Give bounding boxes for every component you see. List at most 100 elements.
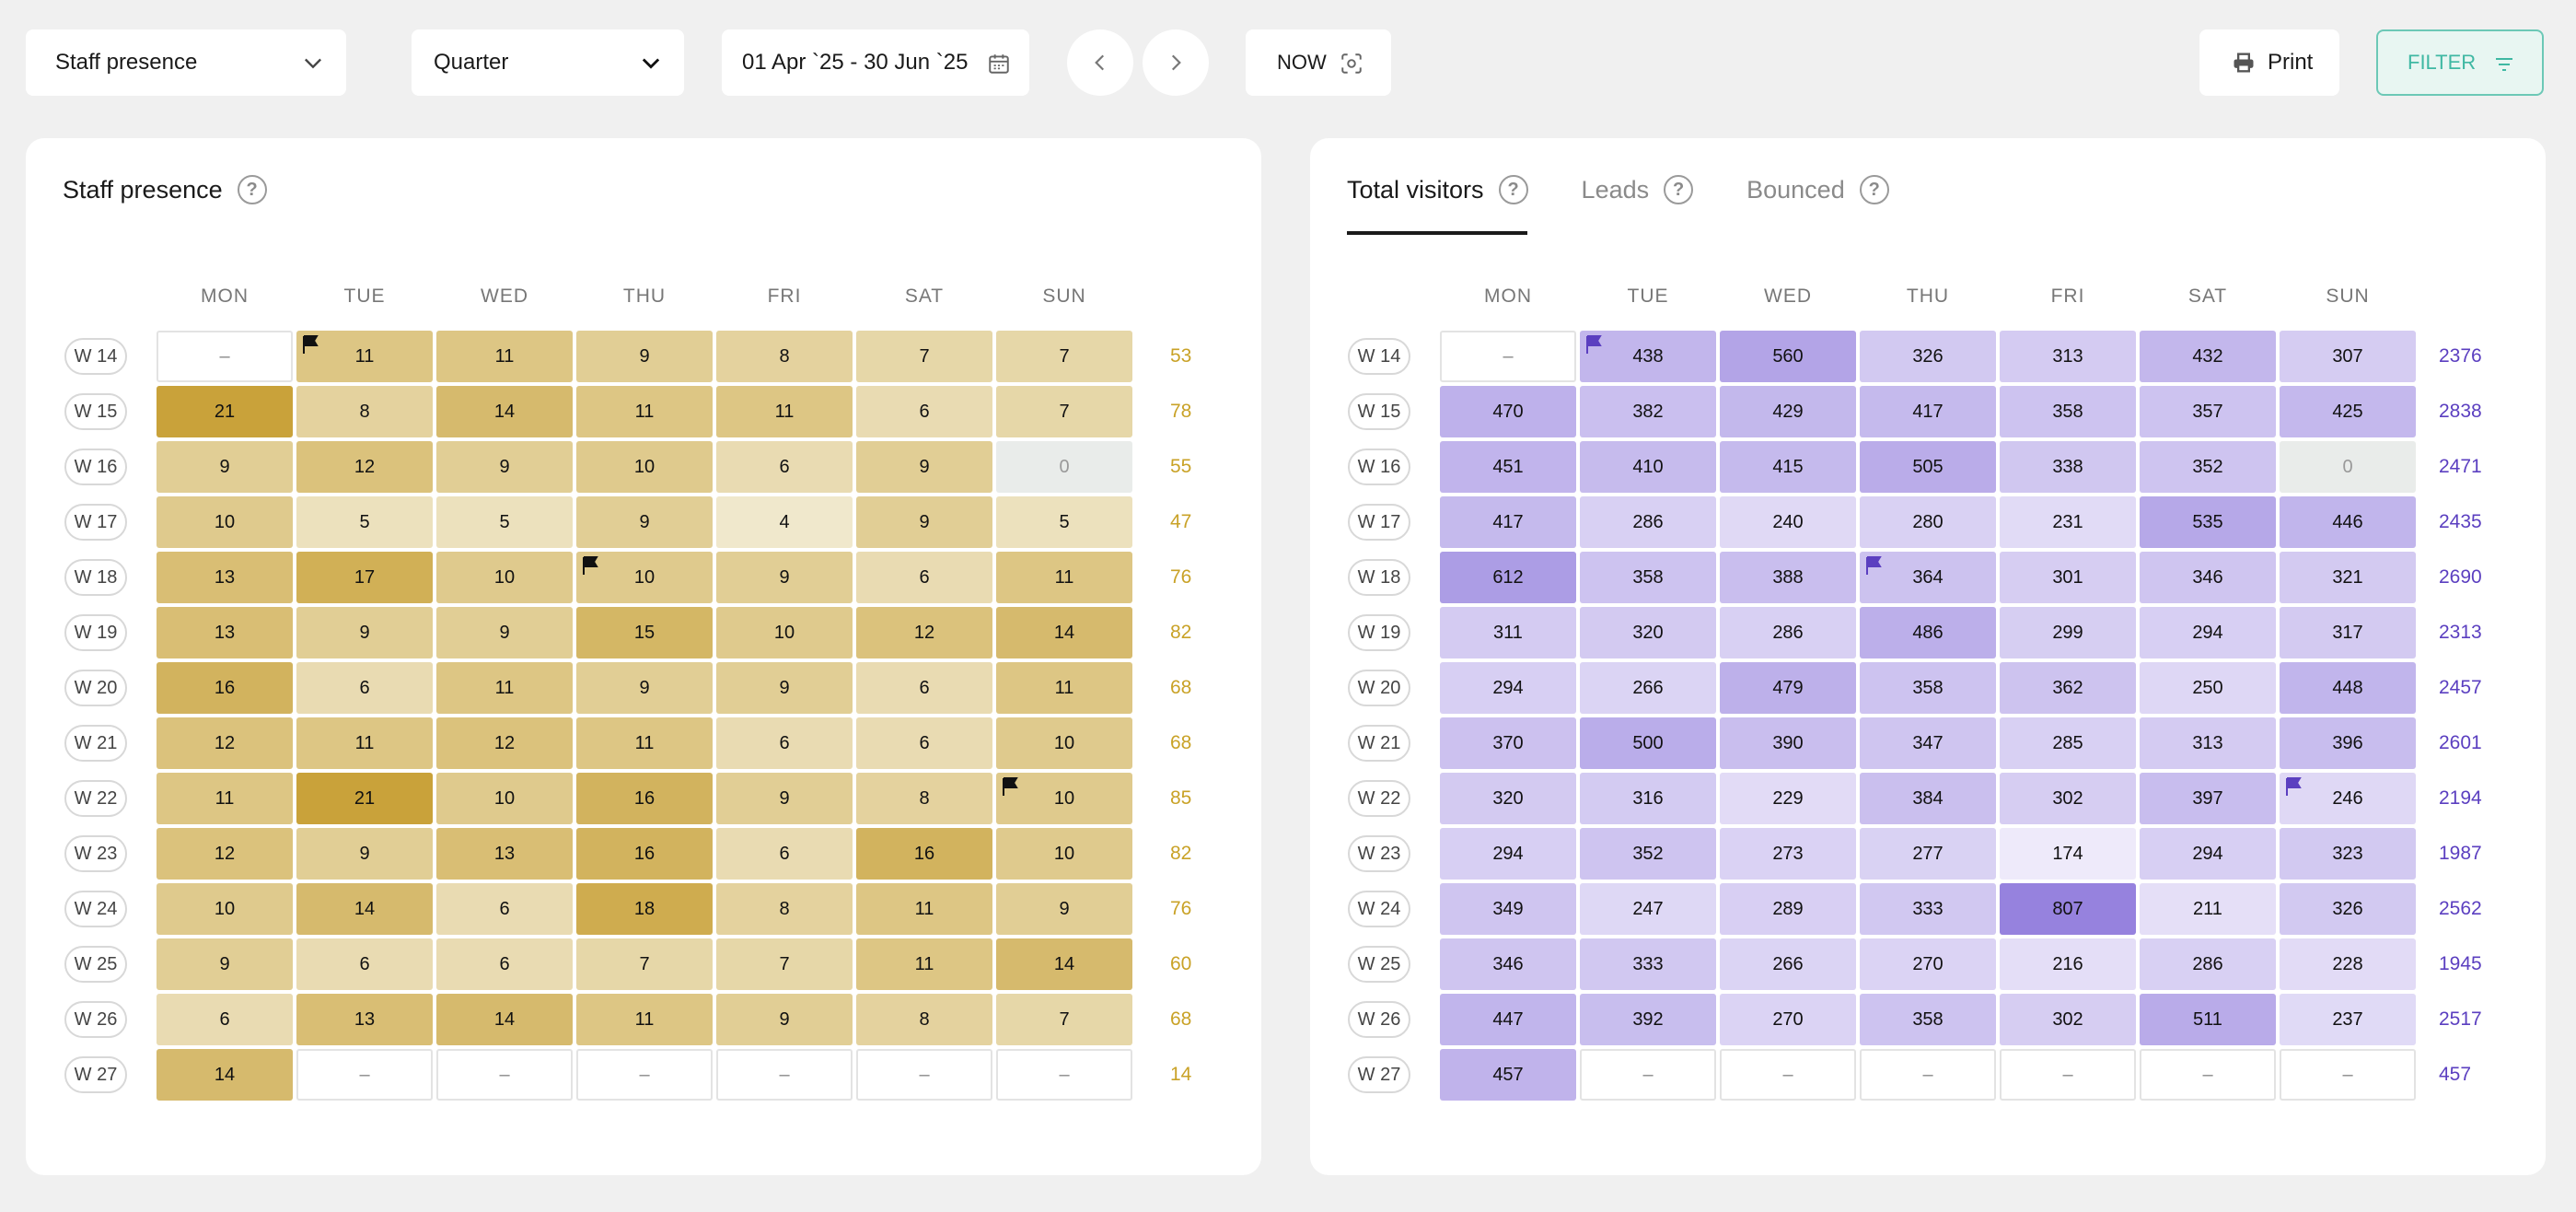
heatmap-cell[interactable]: 9 (436, 441, 573, 493)
heatmap-cell[interactable]: 6 (856, 717, 992, 769)
heatmap-cell[interactable]: 326 (1860, 331, 1996, 382)
heatmap-cell[interactable]: 448 (2280, 662, 2416, 714)
heatmap-cell[interactable]: 358 (1580, 552, 1716, 603)
heatmap-cell[interactable]: 8 (716, 331, 853, 382)
heatmap-cell[interactable]: 6 (856, 552, 992, 603)
heatmap-cell[interactable]: 16 (856, 828, 992, 880)
heatmap-cell[interactable]: 247 (1580, 883, 1716, 935)
heatmap-cell[interactable]: 316 (1580, 773, 1716, 824)
heatmap-cell[interactable]: 432 (2140, 331, 2276, 382)
heatmap-cell[interactable]: 535 (2140, 496, 2276, 548)
heatmap-cell[interactable]: 486 (1860, 607, 1996, 658)
heatmap-cell[interactable]: 11 (296, 717, 433, 769)
period-select[interactable]: Quarter (412, 29, 684, 96)
heatmap-cell[interactable]: – (2280, 1049, 2416, 1101)
heatmap-cell[interactable]: 320 (1440, 773, 1576, 824)
heatmap-cell[interactable]: 7 (716, 938, 853, 990)
heatmap-cell[interactable]: 286 (1720, 607, 1856, 658)
heatmap-cell[interactable]: 349 (1440, 883, 1576, 935)
heatmap-cell[interactable]: 273 (1720, 828, 1856, 880)
heatmap-cell[interactable]: 9 (576, 662, 713, 714)
heatmap-cell[interactable]: 237 (2280, 994, 2416, 1045)
heatmap-cell[interactable]: 11 (996, 662, 1132, 714)
heatmap-cell[interactable]: 6 (436, 883, 573, 935)
heatmap-cell[interactable]: 294 (2140, 607, 2276, 658)
heatmap-cell[interactable]: 229 (1720, 773, 1856, 824)
heatmap-cell[interactable]: 13 (157, 607, 293, 658)
heatmap-cell[interactable]: 9 (296, 828, 433, 880)
heatmap-cell[interactable]: 479 (1720, 662, 1856, 714)
heatmap-cell[interactable]: 5 (296, 496, 433, 548)
heatmap-cell[interactable]: – (2000, 1049, 2136, 1101)
heatmap-cell[interactable]: – (996, 1049, 1132, 1101)
heatmap-cell[interactable]: 18 (576, 883, 713, 935)
heatmap-cell[interactable]: 5 (436, 496, 573, 548)
heatmap-cell[interactable]: 358 (1860, 994, 1996, 1045)
heatmap-cell[interactable]: 266 (1580, 662, 1716, 714)
heatmap-cell[interactable]: 358 (1860, 662, 1996, 714)
heatmap-cell[interactable]: 7 (996, 331, 1132, 382)
heatmap-cell[interactable]: 370 (1440, 717, 1576, 769)
heatmap-cell[interactable]: 425 (2280, 386, 2416, 437)
heatmap-cell[interactable]: 8 (296, 386, 433, 437)
heatmap-cell[interactable]: 511 (2140, 994, 2276, 1045)
heatmap-cell[interactable]: 307 (2280, 331, 2416, 382)
heatmap-cell[interactable]: 10 (157, 883, 293, 935)
heatmap-cell[interactable]: 17 (296, 552, 433, 603)
tab-total-visitors[interactable]: Total visitors ? (1347, 169, 1528, 210)
heatmap-cell[interactable]: 311 (1440, 607, 1576, 658)
heatmap-cell[interactable]: 16 (576, 773, 713, 824)
heatmap-cell[interactable]: 294 (1440, 828, 1576, 880)
heatmap-cell[interactable]: 13 (157, 552, 293, 603)
heatmap-cell[interactable]: 446 (2280, 496, 2416, 548)
heatmap-cell[interactable]: 326 (2280, 883, 2416, 935)
heatmap-cell[interactable]: 6 (436, 938, 573, 990)
heatmap-cell[interactable]: 6 (296, 938, 433, 990)
heatmap-cell[interactable]: 321 (2280, 552, 2416, 603)
heatmap-cell[interactable]: 10 (157, 496, 293, 548)
heatmap-cell[interactable]: – (436, 1049, 573, 1101)
heatmap-cell[interactable]: 10 (716, 607, 853, 658)
heatmap-cell[interactable]: 560 (1720, 331, 1856, 382)
heatmap-cell[interactable]: 392 (1580, 994, 1716, 1045)
heatmap-cell[interactable]: 16 (157, 662, 293, 714)
heatmap-cell[interactable]: 10 (996, 828, 1132, 880)
heatmap-cell[interactable]: 429 (1720, 386, 1856, 437)
heatmap-cell[interactable]: 10 (576, 441, 713, 493)
heatmap-cell[interactable]: 301 (2000, 552, 2136, 603)
heatmap-cell[interactable]: 417 (1440, 496, 1576, 548)
heatmap-cell[interactable]: 6 (856, 662, 992, 714)
heatmap-cell[interactable]: 10 (576, 552, 713, 603)
heatmap-cell[interactable]: 9 (157, 441, 293, 493)
heatmap-cell[interactable]: 11 (716, 386, 853, 437)
heatmap-cell[interactable]: 11 (576, 717, 713, 769)
heatmap-cell[interactable]: 15 (576, 607, 713, 658)
help-icon[interactable]: ? (1498, 175, 1528, 204)
help-icon[interactable]: ? (1664, 175, 1694, 204)
heatmap-cell[interactable]: 358 (2000, 386, 2136, 437)
heatmap-cell[interactable]: 240 (1720, 496, 1856, 548)
heatmap-cell[interactable]: 14 (996, 938, 1132, 990)
heatmap-cell[interactable]: 13 (296, 994, 433, 1045)
heatmap-cell[interactable]: 5 (996, 496, 1132, 548)
heatmap-cell[interactable]: 12 (436, 717, 573, 769)
heatmap-cell[interactable]: 8 (856, 773, 992, 824)
heatmap-cell[interactable]: 216 (2000, 938, 2136, 990)
heatmap-cell[interactable]: 10 (436, 552, 573, 603)
heatmap-cell[interactable]: 266 (1720, 938, 1856, 990)
heatmap-cell[interactable]: 4 (716, 496, 853, 548)
heatmap-cell[interactable]: 270 (1720, 994, 1856, 1045)
heatmap-cell[interactable]: 9 (296, 607, 433, 658)
date-range-picker[interactable]: 01 Apr `25 - 30 Jun `25 (722, 29, 1029, 96)
heatmap-cell[interactable]: 11 (856, 883, 992, 935)
heatmap-cell[interactable]: 6 (157, 994, 293, 1045)
heatmap-cell[interactable]: 415 (1720, 441, 1856, 493)
heatmap-cell[interactable]: 10 (996, 773, 1132, 824)
heatmap-cell[interactable]: 8 (716, 883, 853, 935)
tab-leads[interactable]: Leads ? (1582, 169, 1694, 210)
heatmap-cell[interactable]: 9 (716, 994, 853, 1045)
heatmap-cell[interactable]: 410 (1580, 441, 1716, 493)
heatmap-cell[interactable]: – (296, 1049, 433, 1101)
heatmap-cell[interactable]: 7 (996, 386, 1132, 437)
report-select[interactable]: Staff presence (26, 29, 346, 96)
